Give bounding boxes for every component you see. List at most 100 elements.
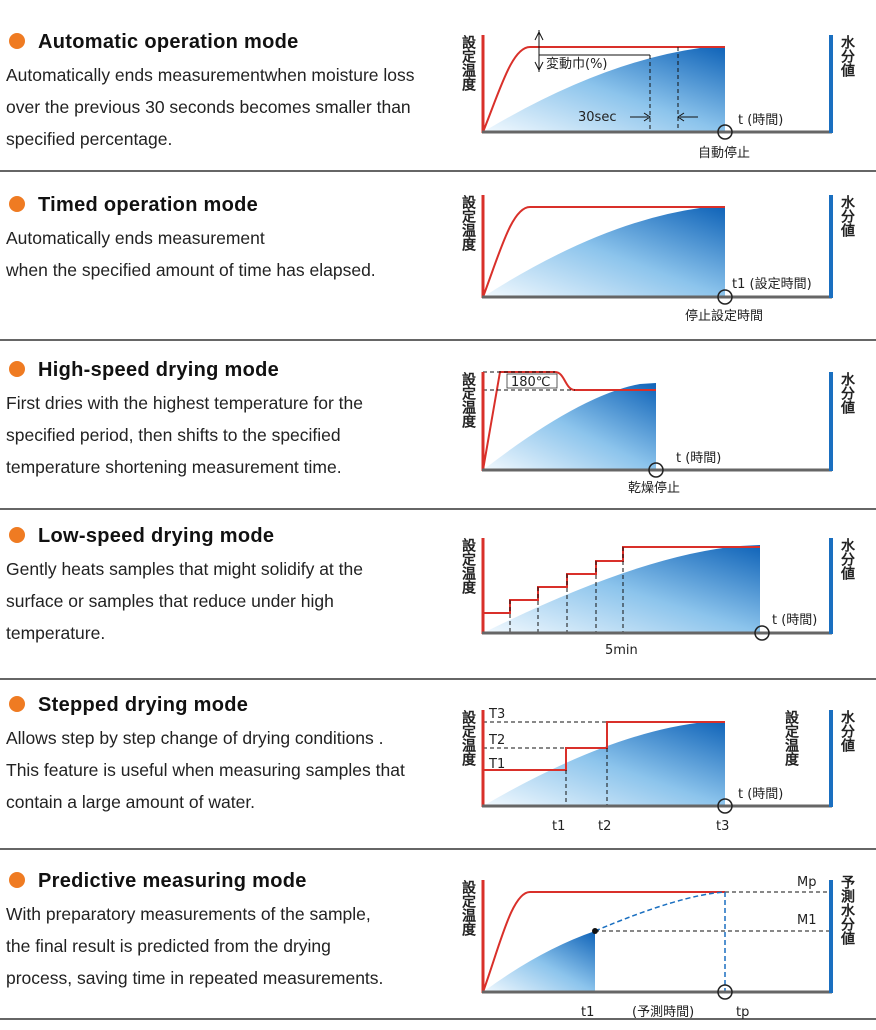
- section-title: Automatic operation mode: [38, 31, 299, 53]
- shape: [595, 891, 830, 932]
- diagram-label: M1: [797, 913, 817, 928]
- shape: [482, 206, 725, 298]
- section-title: Timed operation mode: [38, 194, 258, 216]
- diagram-label: t3: [716, 819, 729, 834]
- diagram-label: 設定温度: [460, 709, 476, 767]
- diagram-label: 30sec: [578, 110, 616, 125]
- diagram-label: t (時間): [676, 451, 721, 466]
- diagram-label: 180℃: [511, 375, 550, 390]
- description-line: With preparatory measurements of the sam…: [6, 904, 371, 924]
- description-line: contain a large amount of water.: [6, 792, 255, 812]
- diagram-label: t1: [581, 1005, 594, 1020]
- diagram-label: 予測水分値: [839, 875, 856, 946]
- diagram-label: 水分値: [839, 371, 856, 415]
- shape: [483, 371, 575, 391]
- description-line: when the specified amount of time has el…: [5, 260, 376, 280]
- diagram-automatic: 設定温度 水分値 変動巾(%) 30sec t (時間) 自動停止: [460, 30, 856, 161]
- diagram-label: tp: [736, 1005, 749, 1020]
- shape: [717, 289, 733, 305]
- diagram-stepped: 設定温度 水分値 設定温度 T3 T2 T1 t (時間) t1 t2 t3: [460, 707, 856, 834]
- diagram-timed: 設定温度 水分値 t1 (設定時間) 停止設定時間: [460, 194, 856, 324]
- diagram-high-speed: 設定温度 水分値 180℃ t (時間) 乾燥停止: [460, 371, 856, 496]
- diagram-label: Mp: [797, 875, 816, 890]
- shape: [594, 891, 726, 992]
- diagram-label: 水分値: [839, 709, 856, 753]
- section-title: Predictive measuring mode: [38, 870, 307, 892]
- shape: [717, 124, 733, 140]
- section-title: Low-speed drying mode: [38, 525, 274, 547]
- diagram-label: 設定温度: [460, 371, 476, 429]
- shape: [717, 798, 733, 814]
- description-line: Automatically ends measurementwhen moist…: [6, 65, 415, 85]
- bullet: [9, 33, 25, 49]
- descriptions: Automatic operation mode Automatically en…: [5, 31, 415, 988]
- shape: [630, 112, 698, 122]
- diagram-label: 停止設定時間: [685, 308, 763, 324]
- diagram-label: 水分値: [839, 34, 856, 78]
- diagram-label: 設定温度: [783, 709, 799, 767]
- shape: [592, 928, 598, 934]
- shape: [482, 46, 725, 133]
- shape: [483, 383, 656, 470]
- shape: [506, 373, 558, 389]
- diagram-label: t2: [598, 819, 611, 834]
- description-line: temperature shortening measurement time.: [6, 457, 342, 477]
- shape: [483, 545, 760, 633]
- diagram-label: 水分値: [839, 194, 856, 238]
- description-line: specified percentage.: [6, 129, 172, 149]
- diagram-label: t (時間): [738, 113, 783, 128]
- section-title: High-speed drying mode: [38, 359, 279, 381]
- description-line: This feature is useful when measuring sa…: [6, 760, 405, 780]
- diagram-label: t (時間): [738, 787, 783, 802]
- diagram-label: 変動巾(%): [546, 56, 608, 72]
- diagram-predictive: 設定温度 予測水分値 Mp M1 t1 (予測時間) tp: [460, 875, 856, 1020]
- diagram-label: T2: [488, 733, 505, 748]
- shape: [754, 625, 770, 641]
- description-line: Automatically ends measurement: [6, 228, 265, 248]
- diagram-label: 設定温度: [460, 194, 476, 252]
- diagram-label: t1: [552, 819, 565, 834]
- description-line: the final result is predicted from the d…: [6, 936, 331, 956]
- description-line: Gently heats samples that might solidify…: [6, 559, 363, 579]
- diagram-label: 設定温度: [460, 537, 476, 595]
- diagram-label: (予測時間): [632, 1005, 694, 1020]
- bullet: [9, 696, 25, 712]
- diagram-label: 設定温度: [460, 879, 476, 937]
- shape: [483, 721, 725, 806]
- shape: [717, 984, 733, 1000]
- shape: [483, 47, 725, 132]
- description-line: over the previous 30 seconds becomes sma…: [6, 97, 411, 117]
- bullet: [9, 196, 25, 212]
- diagram-low-speed: 設定温度 水分値 t (時間) 5min: [460, 537, 856, 658]
- description-line: First dries with the highest temperature…: [6, 393, 363, 413]
- description-line: specified period, then shifts to the spe…: [6, 425, 341, 445]
- shape: [482, 891, 725, 993]
- diagram-label: 設定温度: [460, 34, 476, 92]
- shape: [483, 931, 595, 992]
- shape: [483, 721, 725, 771]
- diagram-label: t1 (設定時間): [732, 276, 812, 292]
- bullet: [9, 872, 25, 888]
- diagram-label: t (時間): [772, 613, 817, 628]
- diagram-label: T1: [488, 757, 505, 772]
- diagram-label: T3: [488, 707, 505, 722]
- shape: [534, 30, 544, 72]
- diagram-label: 自動停止: [698, 145, 750, 161]
- description-line: process, saving time in repeated measure…: [6, 968, 383, 988]
- description-line: Allows step by step change of drying con…: [6, 728, 383, 748]
- description-line: temperature.: [6, 623, 105, 643]
- shape: [483, 207, 725, 297]
- diagram-label: 5min: [605, 643, 638, 658]
- diagram-label: 乾燥停止: [628, 480, 680, 496]
- shape: [509, 547, 624, 633]
- shape: [648, 462, 664, 478]
- section-title: Stepped drying mode: [38, 694, 248, 716]
- shape: [649, 47, 679, 132]
- diagram-label: 水分値: [839, 537, 856, 581]
- description-line: surface or samples that reduce under hig…: [6, 591, 334, 611]
- bullet: [9, 361, 25, 377]
- bullet: [9, 527, 25, 543]
